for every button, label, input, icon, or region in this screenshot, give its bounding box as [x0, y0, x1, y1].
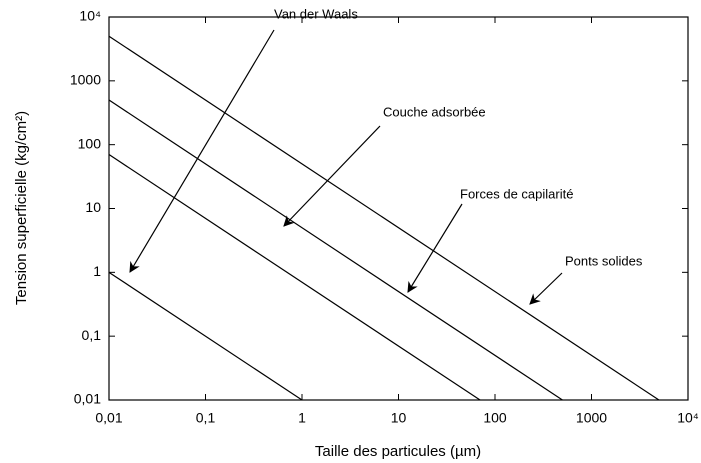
series-label: Van der Waals — [274, 6, 358, 21]
y-tick-label: 0,01 — [74, 391, 101, 407]
series-label: Ponts solides — [565, 253, 643, 268]
series-label: Couche adsorbée — [383, 104, 486, 119]
y-tick-label: 10 — [85, 199, 101, 215]
y-tick-label: 1 — [93, 263, 101, 279]
label-arrow — [129, 29, 275, 273]
x-axis-title: Taille des particules (µm) — [315, 443, 481, 460]
series-line — [108, 154, 481, 401]
y-tick-label: 1000 — [70, 72, 101, 88]
x-tick-label: 10 — [391, 410, 407, 426]
x-tick-label: 10⁴ — [677, 410, 699, 426]
x-tick-label: 0,01 — [95, 410, 122, 426]
series-line — [108, 99, 563, 401]
y-tick-label: 100 — [78, 135, 102, 151]
x-tick-label: 0,1 — [196, 410, 216, 426]
y-axis-title: Tension superficielle (kg/cm²) — [13, 111, 30, 305]
label-arrow — [407, 203, 463, 293]
series-label: Forces de capilarité — [460, 186, 573, 201]
y-tick-label: 10⁴ — [79, 8, 101, 24]
series-line — [108, 271, 303, 401]
label-arrow — [283, 125, 381, 227]
series-line — [108, 35, 660, 401]
x-tick-label: 1000 — [576, 410, 607, 426]
y-tick-label: 0,1 — [82, 327, 102, 343]
x-tick-label: 100 — [483, 410, 507, 426]
label-arrow — [529, 272, 563, 305]
x-tick-label: 1 — [298, 410, 306, 426]
plot-frame — [108, 16, 689, 401]
